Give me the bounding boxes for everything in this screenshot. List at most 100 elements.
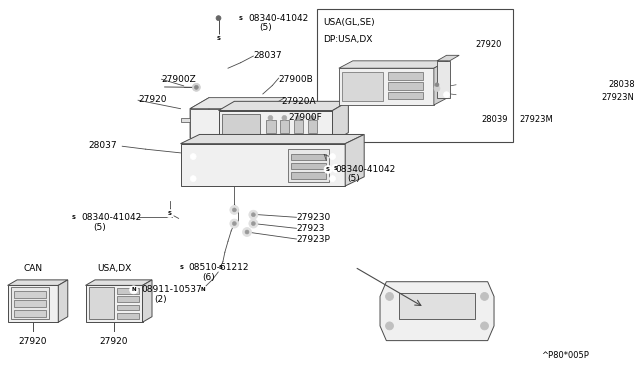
Bar [221,114,260,138]
Polygon shape [190,97,209,138]
Bar [14,291,45,298]
Polygon shape [434,61,448,105]
Circle shape [195,85,198,89]
Text: 27900F: 27900F [288,113,322,122]
Polygon shape [218,101,348,110]
Bar [11,287,49,318]
Bar [266,120,275,133]
Text: S: S [168,211,172,216]
Circle shape [434,86,440,92]
Circle shape [216,264,225,272]
Polygon shape [180,134,364,144]
Bar [117,296,140,302]
Polygon shape [345,134,364,186]
Circle shape [190,154,196,160]
Circle shape [166,210,173,218]
Polygon shape [143,280,152,322]
Circle shape [245,230,249,234]
Bar [288,149,330,182]
Bar [117,288,140,294]
Circle shape [481,292,488,301]
Circle shape [252,213,255,217]
Polygon shape [180,144,345,186]
Text: DP:USA,DX: DP:USA,DX [323,35,372,44]
Text: 27923M: 27923M [519,115,553,124]
Text: S: S [72,215,76,220]
Text: S: S [239,16,243,21]
Bar [294,120,303,133]
Circle shape [130,286,138,294]
Circle shape [232,222,236,225]
Text: S: S [333,166,338,171]
Bar [291,154,326,160]
Polygon shape [437,61,450,97]
Text: 27920: 27920 [19,337,47,346]
Polygon shape [339,68,434,105]
Text: 27923N: 27923N [602,93,635,102]
Text: 28038: 28038 [608,80,635,89]
Bar [342,72,383,101]
Circle shape [177,264,185,272]
Text: 28037: 28037 [253,51,282,60]
Circle shape [481,322,488,330]
Bar [388,72,423,80]
Polygon shape [437,55,459,61]
Bar [280,120,289,133]
Text: (5): (5) [260,23,273,32]
Text: 08340-41042: 08340-41042 [248,14,308,23]
Circle shape [385,322,394,330]
Circle shape [230,205,239,214]
Circle shape [385,292,394,301]
Circle shape [310,115,315,121]
Text: 27920: 27920 [138,95,166,104]
Text: 27900B: 27900B [278,75,314,84]
Text: 27920A: 27920A [282,97,316,106]
Circle shape [237,15,244,22]
Bar [388,82,423,90]
Text: 28039: 28039 [481,115,508,124]
Polygon shape [218,110,333,142]
Polygon shape [180,118,190,122]
Circle shape [330,176,335,182]
Text: N: N [131,287,136,292]
Circle shape [282,115,287,121]
Circle shape [296,115,301,121]
Polygon shape [339,61,448,68]
Circle shape [190,176,196,182]
Text: 28037: 28037 [89,141,117,150]
Circle shape [70,213,77,221]
Polygon shape [58,280,68,322]
Circle shape [232,208,236,212]
Text: 279230: 279230 [296,213,331,222]
Circle shape [216,16,221,20]
Circle shape [330,154,335,160]
Circle shape [198,285,207,293]
Text: 27920: 27920 [475,40,501,49]
Text: USA(GL,SE): USA(GL,SE) [323,19,374,28]
Circle shape [214,35,223,43]
Text: N: N [200,286,205,292]
Bar [89,287,114,318]
Text: 08340-41042: 08340-41042 [81,213,141,222]
Circle shape [444,92,449,98]
Bar [14,310,45,317]
Circle shape [435,83,439,87]
Bar [14,301,45,307]
Text: (5): (5) [347,174,360,183]
Circle shape [252,222,255,225]
Text: 08510-61212: 08510-61212 [189,263,249,272]
Polygon shape [190,97,285,109]
Text: S: S [216,36,221,41]
Bar [317,9,513,142]
Circle shape [332,164,340,172]
Text: (6): (6) [203,273,216,282]
Text: CAN: CAN [24,263,42,273]
Circle shape [324,166,332,173]
Circle shape [193,83,200,91]
Text: S: S [179,265,183,270]
Text: S: S [218,265,223,270]
Text: S: S [326,167,330,172]
Circle shape [249,219,258,228]
Circle shape [230,219,239,228]
Bar [117,312,140,318]
